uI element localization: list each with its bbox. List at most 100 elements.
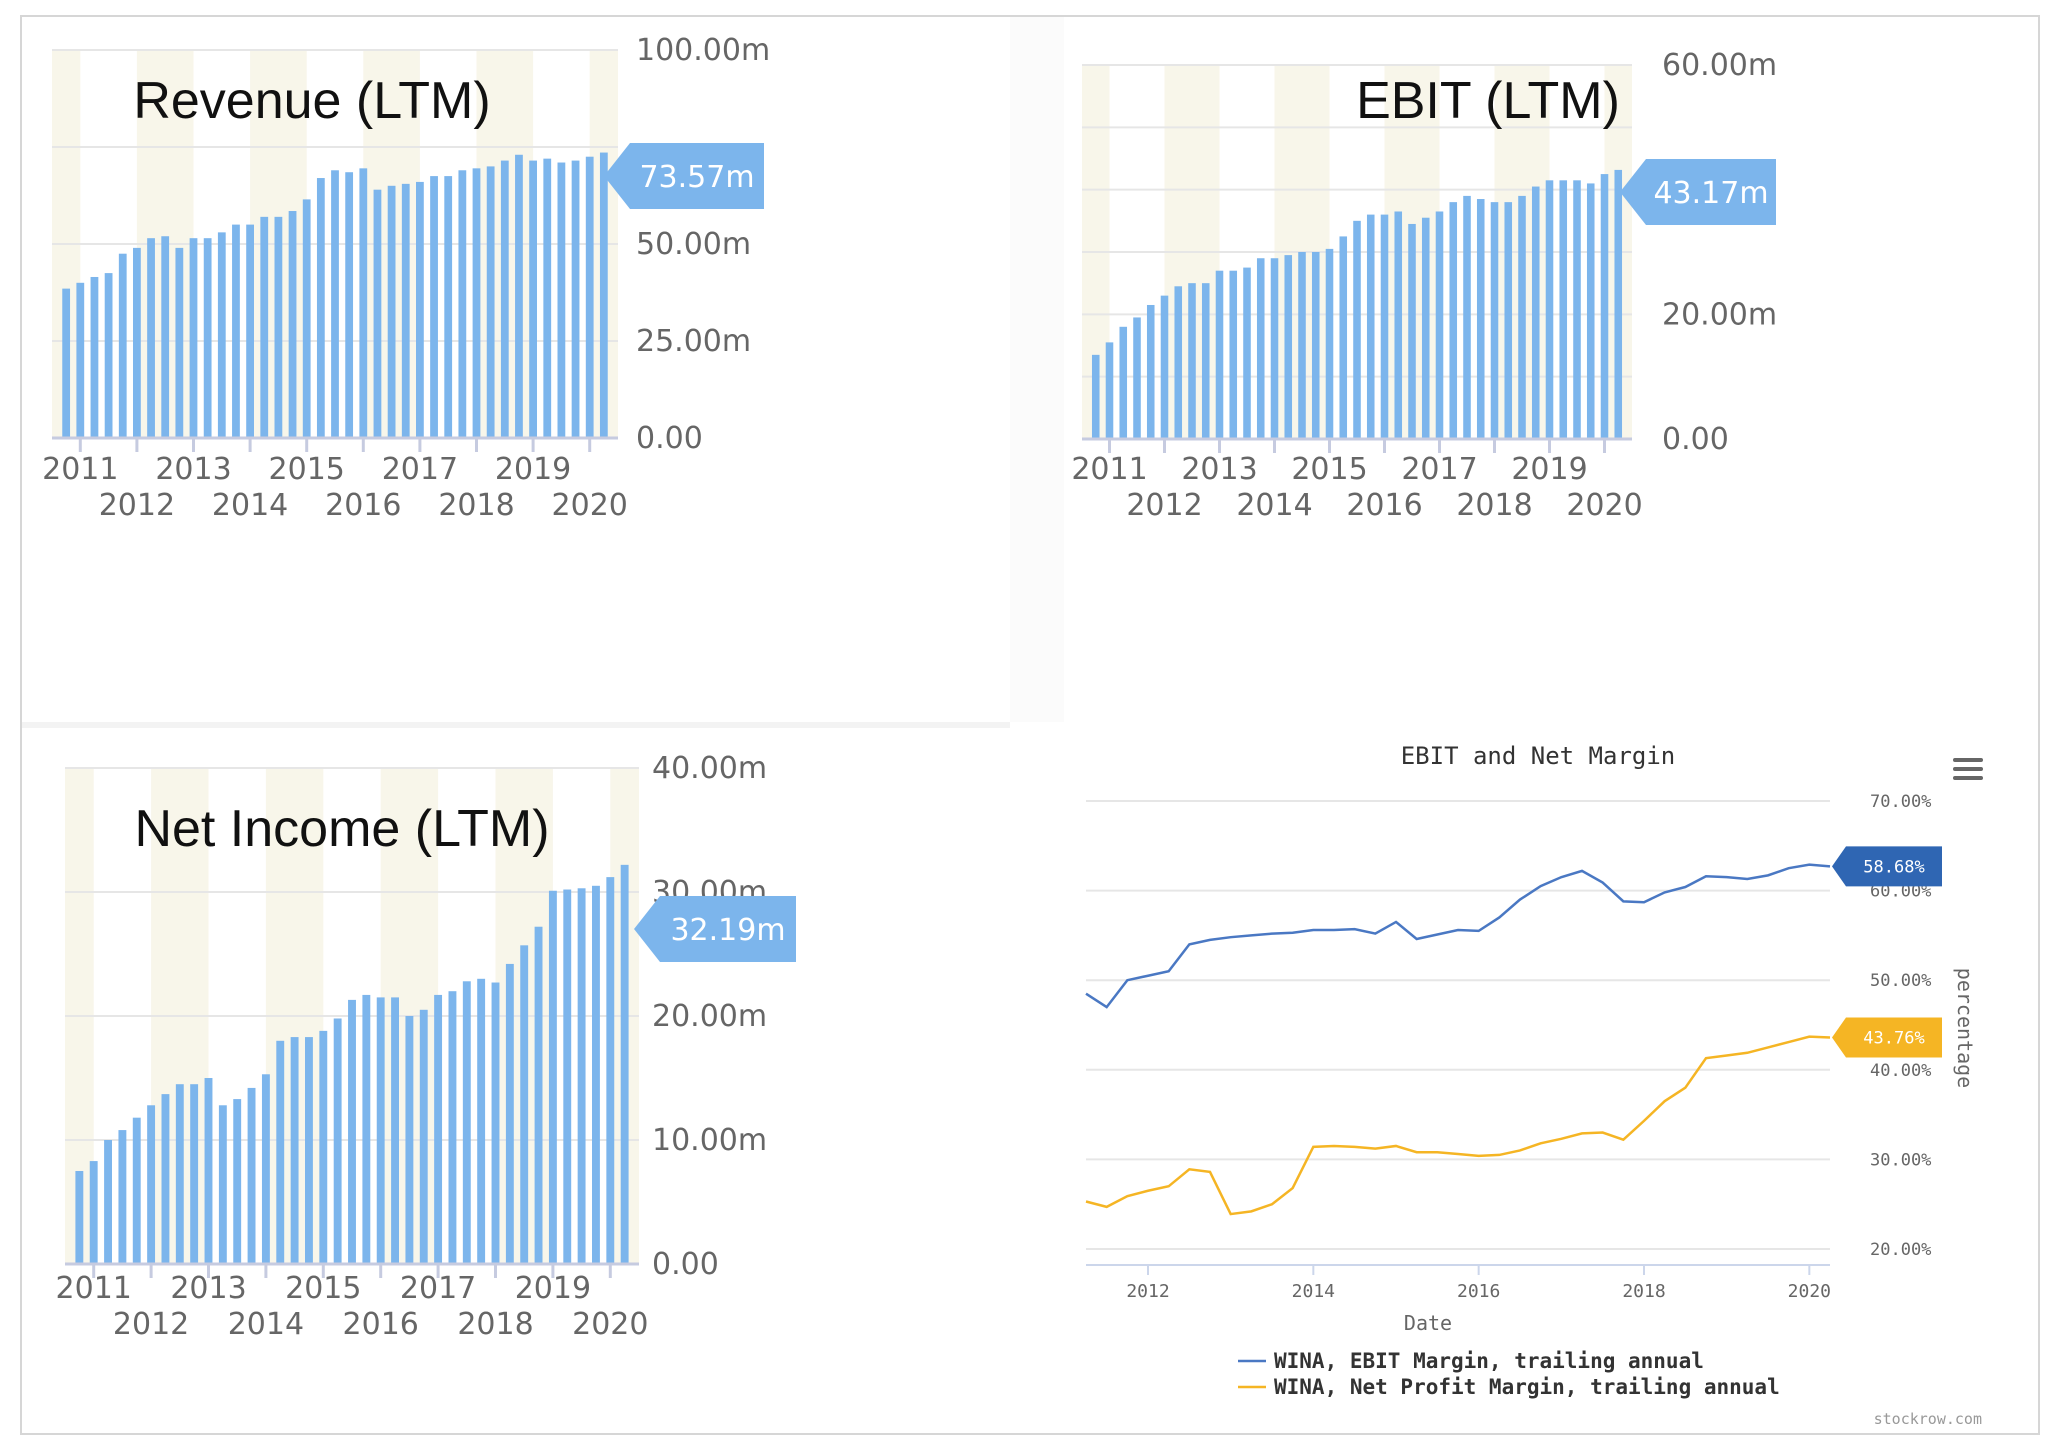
bar [620, 864, 629, 1264]
bar [543, 158, 552, 438]
bar [1408, 223, 1416, 439]
bar [416, 181, 424, 439]
bar [217, 232, 226, 438]
bar [362, 994, 371, 1264]
x-tick-label: 2016 [343, 1307, 419, 1342]
bar [462, 981, 471, 1264]
bar [348, 999, 356, 1264]
panel-gap [22, 722, 1010, 728]
legend-item: WINA, EBIT Margin, trailing annual [1274, 1349, 1704, 1373]
bar [1545, 180, 1554, 440]
x-tick-label: 2011 [42, 452, 118, 487]
y-tick-label: 40.00% [1870, 1061, 1931, 1081]
bar [373, 189, 382, 438]
bar [147, 238, 155, 438]
value-badge-label: 32.19m [670, 913, 785, 948]
bar [247, 1087, 256, 1264]
bar [1435, 211, 1444, 439]
x-tick-label: 2011 [1071, 452, 1147, 487]
x-axis-label: Date [1404, 1311, 1452, 1335]
bar [218, 1105, 227, 1264]
bar [563, 889, 572, 1264]
bar [1215, 270, 1224, 439]
x-tick-label: 2014 [212, 488, 288, 523]
bar [246, 224, 254, 438]
bar [175, 247, 184, 438]
bar [577, 888, 586, 1264]
bar [331, 170, 339, 438]
ebit-margin-line [1085, 863, 1831, 1009]
y-tick-label: 10.00m [652, 1123, 767, 1158]
x-tick-label: 2017 [1401, 452, 1477, 487]
x-tick-label: 2016 [325, 488, 401, 523]
bar [1188, 283, 1196, 439]
bar [118, 1130, 127, 1264]
bar [486, 166, 495, 438]
bar [548, 890, 557, 1264]
bar [345, 172, 354, 438]
bar [1490, 202, 1499, 439]
bar [333, 1018, 342, 1264]
bar [203, 238, 212, 438]
bar [1298, 252, 1306, 439]
x-tick-label: 2012 [99, 488, 175, 523]
y-tick-label: 20.00% [1870, 1240, 1931, 1260]
bar [477, 978, 486, 1264]
bar [316, 178, 325, 439]
bar [585, 156, 594, 438]
bar [90, 276, 99, 438]
bar [190, 1084, 199, 1264]
bar [1614, 169, 1623, 440]
bar [1421, 217, 1430, 439]
bar [104, 273, 113, 438]
y-tick-label: 60.00m [1662, 48, 1777, 83]
x-tick-label: 2016 [1457, 1281, 1500, 1302]
net-income-chart-panel: 40.00m 30.00m 20.00m 10.00m 0.00 2011 2013 2015… [22, 728, 1010, 1433]
x-tick-label: 2018 [1456, 488, 1532, 523]
x-tick-label: 2015 [1291, 452, 1367, 487]
bar [1091, 354, 1100, 439]
bar [147, 1105, 156, 1264]
margin-chart: EBIT and Net Margin 70.00% 60.00% 50.00% 40.… [1085, 742, 1982, 1428]
bar [520, 945, 529, 1264]
chart-menu-icon[interactable] [1953, 758, 1983, 780]
bar [233, 1099, 242, 1264]
value-badge-label: 43.17m [1653, 176, 1768, 211]
bar [1476, 199, 1485, 439]
bar [260, 216, 269, 438]
bar [276, 1040, 285, 1264]
bar [1284, 255, 1293, 439]
y-tick-label: 0.00 [652, 1247, 719, 1282]
x-tick-label: 2015 [285, 1271, 361, 1306]
x-tick-label: 2016 [1346, 488, 1422, 523]
bar [1380, 214, 1389, 439]
bar [1201, 283, 1210, 439]
x-tick-label: 2017 [382, 452, 458, 487]
value-badge-label: 58.68% [1863, 857, 1924, 877]
value-badge [1620, 159, 1776, 225]
x-tick-label: 2018 [438, 488, 514, 523]
x-tick-label: 2017 [400, 1271, 476, 1306]
x-tick-label: 2020 [552, 488, 628, 523]
y-tick-label: 20.00m [1662, 297, 1777, 332]
bar [1133, 317, 1141, 439]
y-tick-label: 0.00 [636, 421, 703, 456]
x-tick-label: 2012 [1126, 1281, 1169, 1302]
bar [1353, 220, 1361, 439]
x-tick-label: 2012 [113, 1307, 189, 1342]
x-tick-label: 2011 [56, 1271, 132, 1306]
value-badge-label: 73.57m [639, 160, 754, 195]
chart-credit: stockrow.com [1874, 1410, 1982, 1428]
bar [1586, 183, 1595, 439]
bar [290, 1037, 299, 1264]
bar [505, 963, 514, 1264]
bar [1256, 258, 1265, 439]
bar [571, 160, 580, 438]
y-tick-label: 40.00m [652, 751, 767, 786]
bar [458, 170, 467, 438]
bar [161, 236, 170, 438]
bar [491, 982, 500, 1264]
bar [434, 994, 443, 1264]
